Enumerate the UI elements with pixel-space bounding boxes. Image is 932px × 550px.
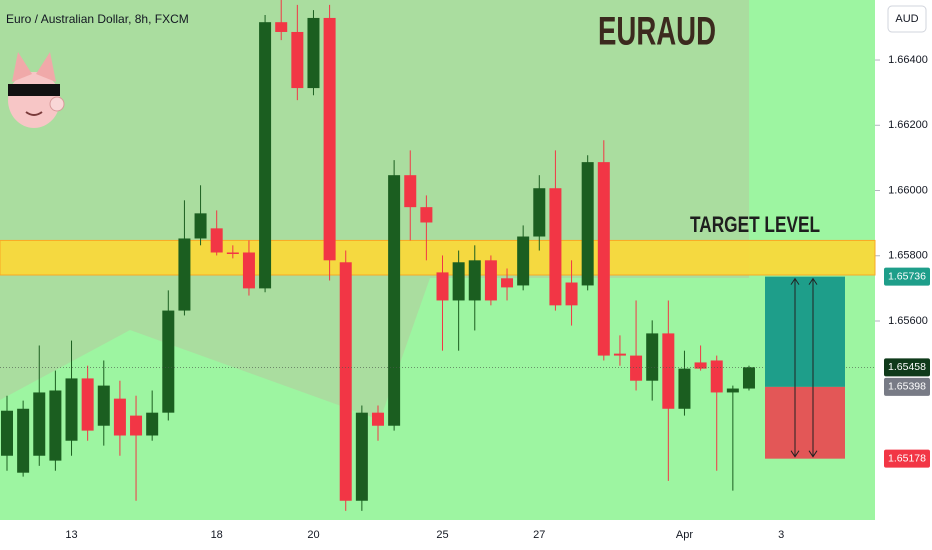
candle-body xyxy=(742,367,755,389)
candle-body xyxy=(549,188,562,306)
candle-body xyxy=(33,392,46,456)
x-tick-label: 18 xyxy=(211,529,223,541)
chart-title: Euro / Australian Dollar, 8h, FXCM xyxy=(6,12,189,26)
candle-body xyxy=(1,410,13,456)
candle-body xyxy=(194,213,207,239)
candle-body xyxy=(130,415,143,436)
candle-body xyxy=(339,262,352,501)
candle-body xyxy=(81,378,94,431)
candle-body xyxy=(259,22,272,289)
candle-body xyxy=(291,31,304,89)
candle-body xyxy=(678,368,691,409)
candle-body xyxy=(388,175,401,426)
candle-body xyxy=(581,162,594,286)
candle-body xyxy=(17,408,30,473)
x-tick-label: 13 xyxy=(65,529,77,541)
x-tick-label: 20 xyxy=(307,529,319,541)
candle-body xyxy=(694,362,707,369)
candle-body xyxy=(501,278,514,288)
target-zone xyxy=(0,239,876,276)
candle-body xyxy=(162,310,175,413)
y-tick-label: 1.65800 xyxy=(888,250,928,262)
arrow-head xyxy=(790,450,800,458)
candle-body xyxy=(275,22,288,32)
y-tick-label: 1.66400 xyxy=(888,54,928,66)
candle-body xyxy=(113,398,126,436)
symbol: EURAUD xyxy=(598,10,716,54)
candle-body xyxy=(307,17,320,89)
x-tick-label: 27 xyxy=(533,529,545,541)
y-tick-label: 1.66200 xyxy=(888,119,928,131)
candle-body xyxy=(484,260,497,301)
arrow-head xyxy=(808,277,818,285)
target-annotation: TARGET LEVEL xyxy=(690,212,820,237)
candle-body xyxy=(226,252,239,254)
candle-body xyxy=(613,353,626,356)
price-tag xyxy=(884,267,930,286)
price-tag-label: 1.65458 xyxy=(888,361,926,373)
candle-body xyxy=(630,355,643,381)
candle-body xyxy=(420,207,433,223)
arrow-head xyxy=(790,277,800,285)
arrow-head xyxy=(808,450,818,458)
candle-body xyxy=(517,236,530,286)
candle-body xyxy=(97,385,110,426)
candle-body xyxy=(452,262,465,301)
chart-layer xyxy=(0,0,880,511)
currency: AUD xyxy=(895,13,918,25)
candle-body xyxy=(468,260,481,301)
price-tag xyxy=(884,449,930,468)
candle-body xyxy=(371,412,384,426)
candle-body xyxy=(49,390,62,461)
x-tick-label: 3 xyxy=(778,529,784,541)
price-tag xyxy=(884,358,930,377)
y-tick-label: 1.66000 xyxy=(888,184,928,196)
price-tag-label: 1.65398 xyxy=(888,381,926,393)
candle-body xyxy=(65,378,78,441)
price-tag xyxy=(884,377,930,396)
x-tick-label: Apr xyxy=(676,529,693,541)
mascot xyxy=(8,52,65,128)
profit-zone xyxy=(765,276,845,387)
candle-body xyxy=(597,162,610,356)
candle-body xyxy=(533,188,546,237)
price-tag-label: 1.65178 xyxy=(888,452,926,464)
shaded-area xyxy=(0,0,749,420)
candle-body xyxy=(242,252,255,289)
candle-body xyxy=(355,412,368,501)
price-tag-label: 1.65736 xyxy=(888,270,926,282)
candle-body xyxy=(178,238,191,311)
candle-body xyxy=(662,333,675,409)
candle-body xyxy=(404,175,417,208)
candle-body xyxy=(146,412,159,436)
x-tick-label: 25 xyxy=(436,529,448,541)
candle-body xyxy=(565,282,578,306)
candle-body xyxy=(710,360,723,393)
loss-zone xyxy=(765,386,845,459)
y-tick-label: 1.65600 xyxy=(888,315,928,327)
candle-body xyxy=(323,17,336,261)
currency-box[interactable] xyxy=(887,5,927,33)
candle-body xyxy=(646,333,659,381)
candle-body xyxy=(210,228,223,253)
candle-body xyxy=(726,388,739,393)
candle-body xyxy=(436,272,449,301)
